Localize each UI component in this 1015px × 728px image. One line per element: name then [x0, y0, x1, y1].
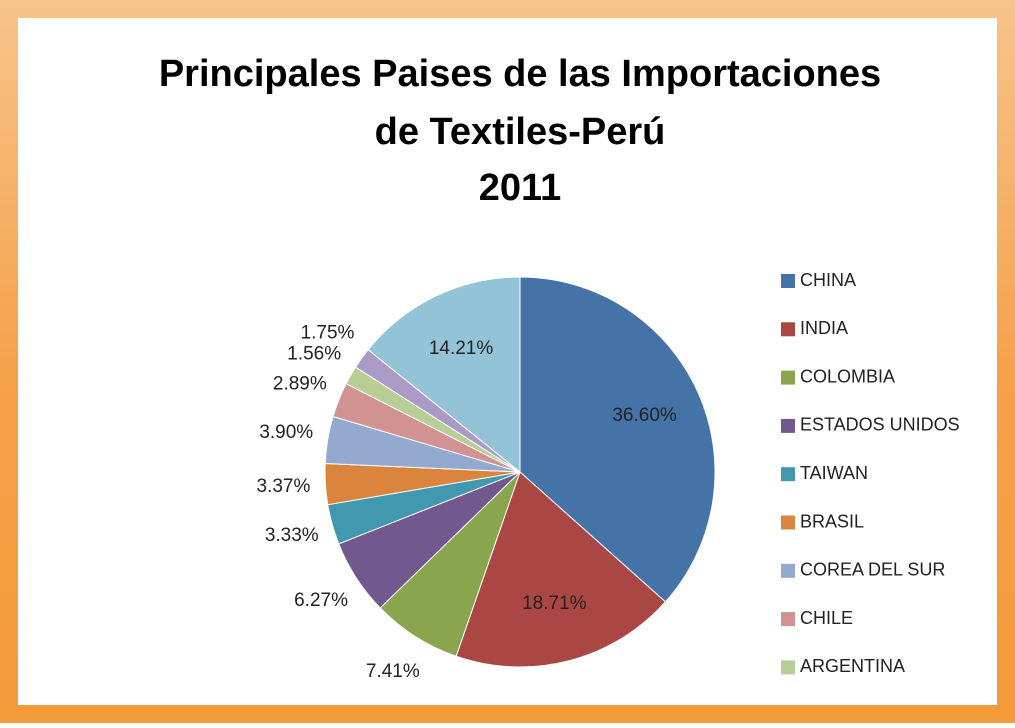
data-label: 1.56%: [287, 343, 341, 364]
data-label: 3.33%: [265, 525, 319, 546]
legend-swatch: [781, 274, 795, 288]
legend-label: COLOMBIA: [800, 366, 895, 386]
legend-label: CHILE: [800, 608, 853, 628]
legend-swatch: [781, 563, 795, 578]
legend-label: ARGENTINA: [800, 656, 905, 676]
legend-label: COREA DEL SUR: [800, 560, 945, 580]
pie-slice: [455, 471, 667, 668]
legend-label: CHINA: [800, 270, 856, 290]
data-label: 18.71%: [522, 593, 587, 614]
legend-swatch: [781, 418, 795, 433]
data-label: 3.90%: [259, 422, 313, 443]
data-label: 36.60%: [612, 405, 677, 426]
legend-swatch: [781, 322, 795, 337]
legend-swatch: [781, 660, 795, 675]
legend-label: BRASIL: [800, 511, 864, 531]
data-label: 1.75%: [301, 323, 355, 344]
data-label: 3.37%: [257, 476, 311, 497]
legend-swatch: [781, 612, 795, 627]
pie-slice: [519, 276, 716, 603]
legend-swatch: [781, 370, 795, 385]
data-label: 14.21%: [429, 338, 494, 359]
data-label: 2.89%: [273, 373, 327, 394]
legend-swatch: [781, 515, 795, 530]
legend-label: TAIWAN: [800, 463, 868, 483]
pie-slice: [367, 276, 521, 474]
legend-label: ESTADOS UNIDOS: [800, 415, 960, 435]
data-label: 6.27%: [294, 590, 348, 611]
data-label: 7.41%: [366, 661, 420, 682]
chart-title: de Textiles-Perú: [375, 111, 666, 153]
legend-swatch: [781, 467, 795, 482]
legend-label: INDIA: [800, 318, 848, 338]
chart-title: Principales Paises de las Importaciones: [159, 53, 881, 95]
chart-title: 2011: [479, 167, 561, 209]
